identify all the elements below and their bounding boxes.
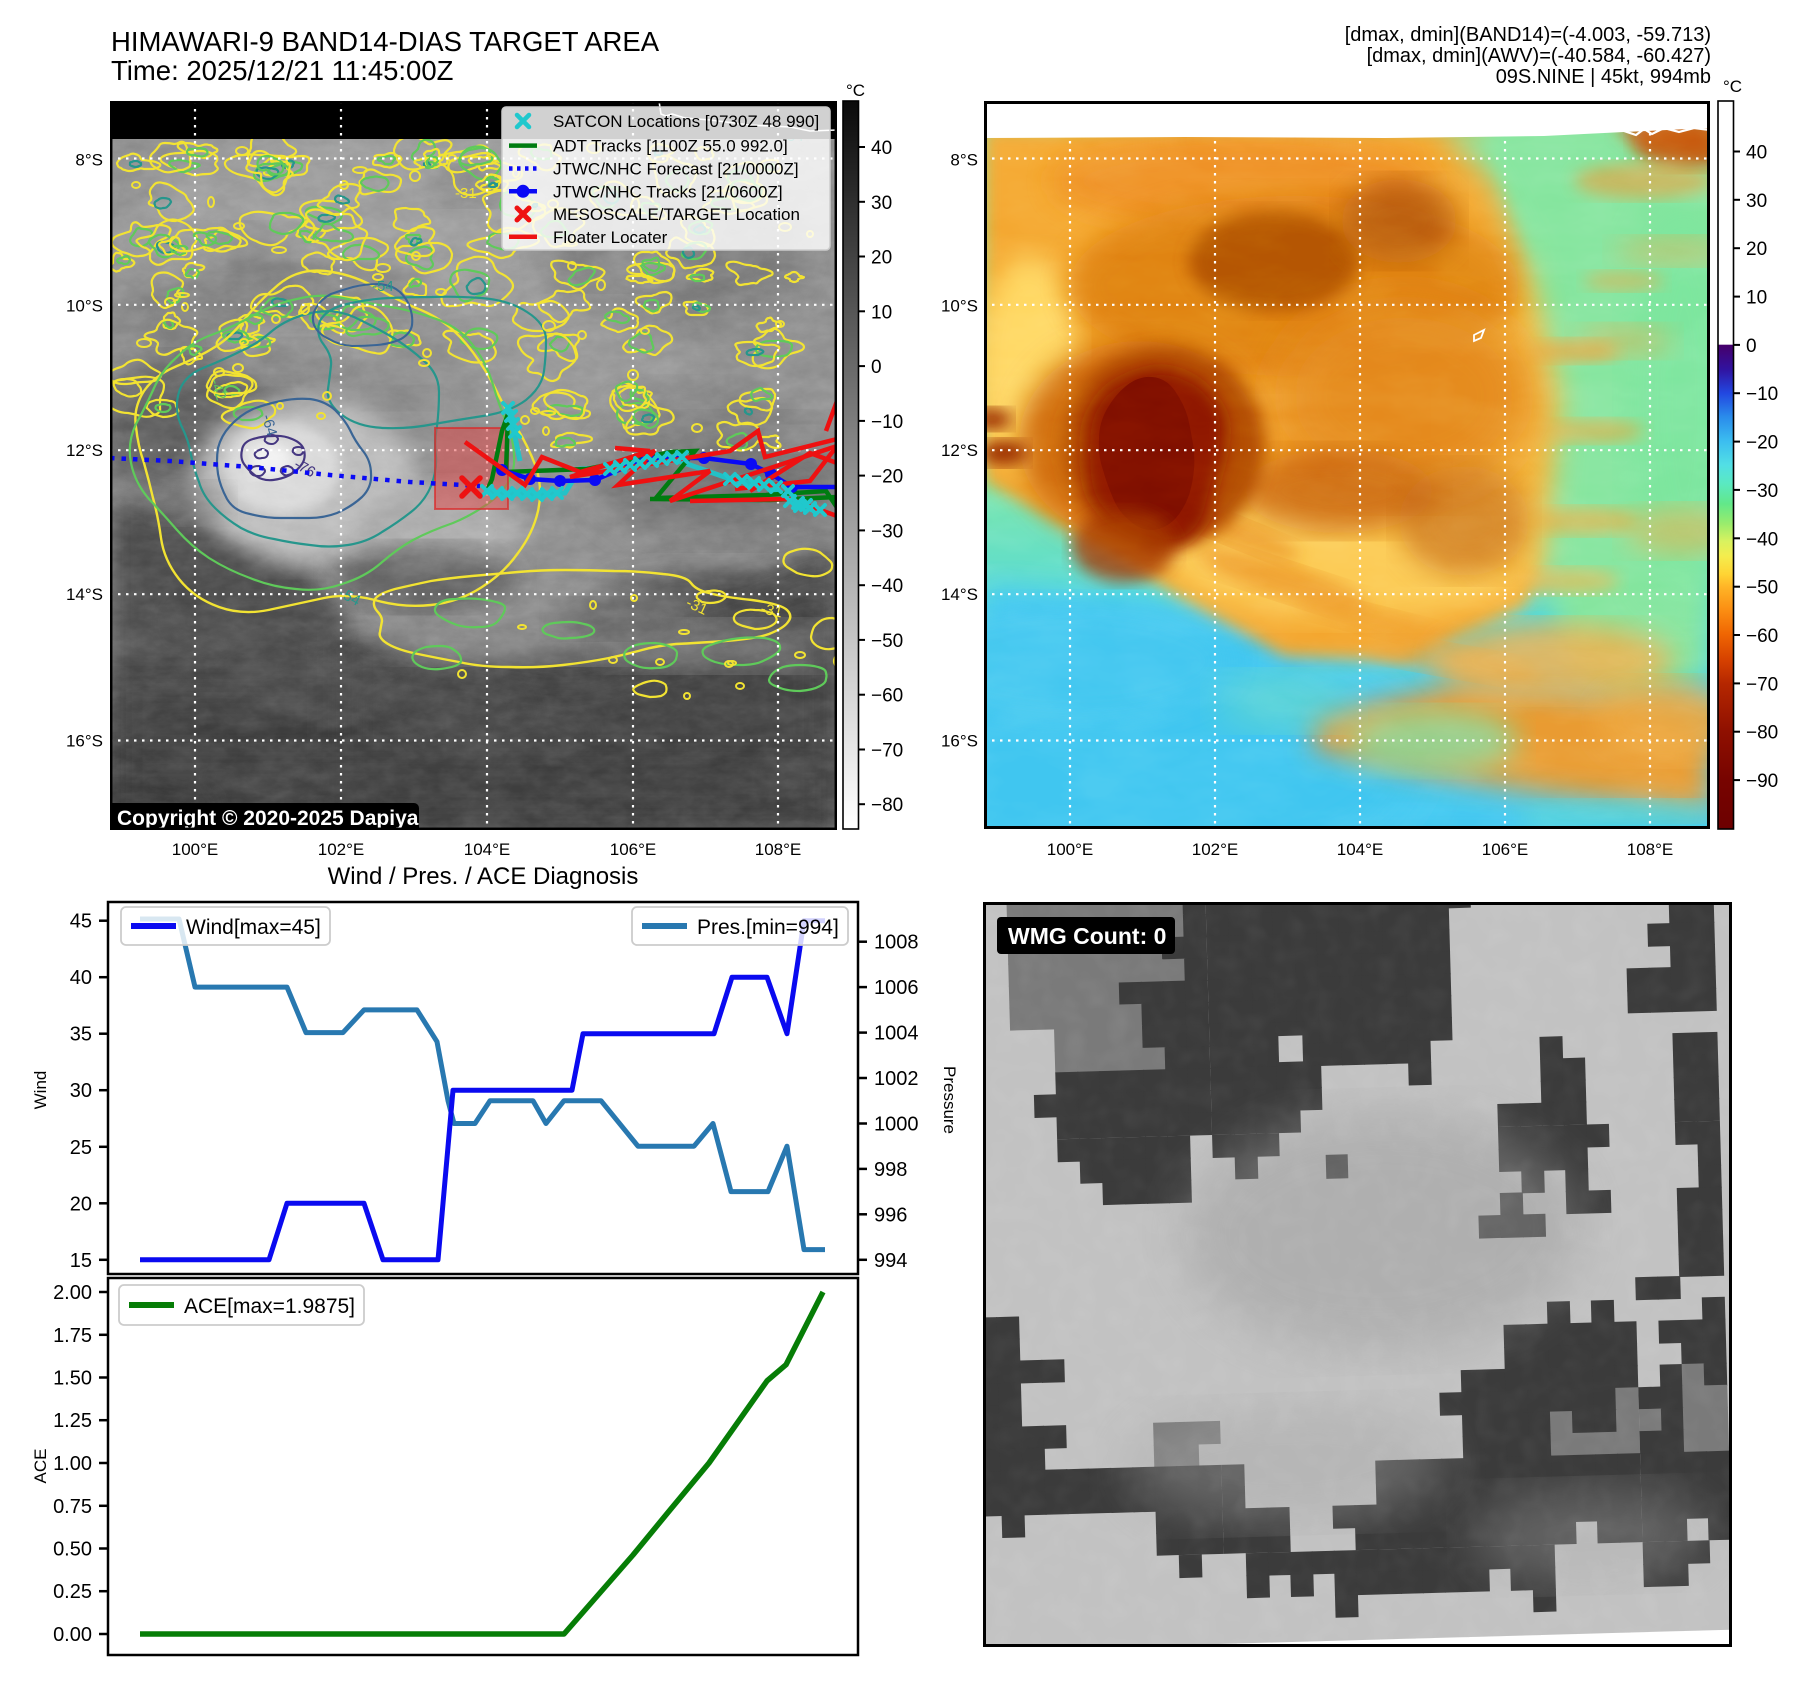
svg-text:1000: 1000: [874, 1114, 919, 1136]
svg-text:JTWC/NHC Forecast [21/0000Z]: JTWC/NHC Forecast [21/0000Z]: [553, 160, 799, 179]
svg-text:108°E: 108°E: [1627, 840, 1674, 859]
svg-text:106°E: 106°E: [1482, 840, 1529, 859]
svg-text:998: 998: [874, 1159, 907, 1181]
svg-text:106°E: 106°E: [610, 840, 657, 859]
svg-text:0.00: 0.00: [53, 1624, 92, 1646]
svg-text:WMG Count: 0: WMG Count: 0: [1008, 923, 1166, 949]
svg-text:−80: −80: [1746, 723, 1778, 744]
svg-text:104°E: 104°E: [464, 840, 511, 859]
svg-text:102°E: 102°E: [1192, 840, 1239, 859]
svg-text:102°E: 102°E: [318, 840, 365, 859]
svg-text:−70: −70: [1746, 674, 1778, 695]
svg-text:−60: −60: [1746, 626, 1778, 647]
svg-text:12°S: 12°S: [941, 441, 978, 460]
svg-text:40: 40: [871, 138, 892, 159]
svg-text:Copyright © 2020-2025 Dapiya: Copyright © 2020-2025 Dapiya: [117, 807, 419, 830]
svg-text:MESOSCALE/TARGET Location: MESOSCALE/TARGET Location: [553, 205, 800, 224]
svg-text:ADT Tracks [1100Z 55.0 992.0]: ADT Tracks [1100Z 55.0 992.0]: [553, 137, 788, 156]
svg-text:100°E: 100°E: [1047, 840, 1094, 859]
svg-text:30: 30: [70, 1080, 92, 1102]
svg-text:108°E: 108°E: [755, 840, 802, 859]
svg-text:°C: °C: [846, 81, 865, 100]
svg-text:−30: −30: [1746, 481, 1778, 502]
svg-text:SATCON Locations [0730Z 48 990: SATCON Locations [0730Z 48 990]: [553, 112, 819, 131]
svg-text:1006: 1006: [874, 977, 919, 999]
svg-text:1008: 1008: [874, 932, 919, 954]
svg-text:10°S: 10°S: [66, 296, 103, 315]
svg-text:ACE[max=1.9875]: ACE[max=1.9875]: [184, 1295, 355, 1318]
svg-text:1.00: 1.00: [53, 1453, 92, 1475]
svg-text:1.50: 1.50: [53, 1368, 92, 1390]
svg-text:16°S: 16°S: [941, 732, 978, 751]
svg-text:104°E: 104°E: [1337, 840, 1384, 859]
svg-text:HIMAWARI-9 BAND14-DIAS TARGET: HIMAWARI-9 BAND14-DIAS TARGET AREA: [111, 26, 660, 57]
svg-text:−20: −20: [1746, 433, 1778, 454]
svg-text:Pressure: Pressure: [940, 1066, 959, 1134]
svg-text:45: 45: [70, 911, 92, 933]
svg-text:25: 25: [70, 1137, 92, 1159]
svg-text:1004: 1004: [874, 1023, 919, 1045]
svg-text:−50: −50: [1746, 578, 1778, 599]
svg-text:20: 20: [1746, 239, 1767, 260]
svg-text:1.75: 1.75: [53, 1325, 92, 1347]
svg-text:14°S: 14°S: [941, 585, 978, 604]
svg-text:0.25: 0.25: [53, 1581, 92, 1603]
svg-text:-42: -42: [206, 377, 229, 403]
svg-text:ACE: ACE: [31, 1449, 50, 1484]
svg-text:Wind[max=45]: Wind[max=45]: [186, 916, 321, 939]
svg-text:[dmax, dmin](BAND14)=(-4.003,: [dmax, dmin](BAND14)=(-4.003, -59.713): [1345, 24, 1711, 46]
svg-text:8°S: 8°S: [950, 151, 978, 170]
svg-text:30: 30: [871, 193, 892, 214]
svg-text:09S.NINE | 45kt, 994mb: 09S.NINE | 45kt, 994mb: [1496, 66, 1711, 88]
svg-text:20: 20: [871, 248, 892, 269]
svg-text:−20: −20: [871, 467, 903, 488]
svg-text:8°S: 8°S: [75, 151, 103, 170]
svg-text:-64: -64: [258, 413, 280, 438]
svg-text:12°S: 12°S: [66, 441, 103, 460]
svg-text:Wind / Pres. / ACE Diagnosis: Wind / Pres. / ACE Diagnosis: [328, 863, 639, 890]
svg-text:Time: 2025/12/21 11:45:00Z: Time: 2025/12/21 11:45:00Z: [111, 55, 453, 86]
svg-text:−70: −70: [871, 741, 903, 762]
svg-text:35: 35: [70, 1024, 92, 1046]
svg-text:2.00: 2.00: [53, 1282, 92, 1304]
svg-text:1002: 1002: [874, 1068, 919, 1090]
svg-text:15: 15: [70, 1250, 92, 1272]
svg-text:996: 996: [874, 1204, 907, 1226]
svg-text:−60: −60: [871, 686, 903, 707]
svg-text:−50: −50: [871, 631, 903, 652]
svg-text:0: 0: [871, 357, 882, 378]
svg-text:[dmax, dmin](AWV)=(-40.584, -6: [dmax, dmin](AWV)=(-40.584, -60.427): [1367, 45, 1711, 67]
svg-text:−40: −40: [1746, 529, 1778, 550]
svg-text:14°S: 14°S: [66, 585, 103, 604]
svg-text:-54: -54: [372, 278, 394, 295]
svg-text:10°S: 10°S: [941, 296, 978, 315]
svg-text:20: 20: [70, 1193, 92, 1215]
svg-text:°C: °C: [1723, 77, 1742, 96]
svg-text:994: 994: [874, 1250, 907, 1272]
svg-text:Floater Locater: Floater Locater: [553, 228, 668, 247]
svg-text:JTWC/NHC Tracks [21/0600Z]: JTWC/NHC Tracks [21/0600Z]: [553, 182, 783, 201]
svg-text:−10: −10: [871, 412, 903, 433]
svg-text:0: 0: [1746, 336, 1757, 357]
svg-text:100°E: 100°E: [172, 840, 219, 859]
svg-text:−90: −90: [1746, 771, 1778, 792]
svg-text:10: 10: [1746, 288, 1767, 309]
svg-text:40: 40: [1746, 143, 1767, 164]
svg-text:−30: −30: [871, 521, 903, 542]
svg-text:0.75: 0.75: [53, 1496, 92, 1518]
svg-text:40: 40: [70, 967, 92, 989]
svg-text:−80: −80: [871, 795, 903, 816]
svg-text:0.50: 0.50: [53, 1539, 92, 1561]
svg-text:1.25: 1.25: [53, 1410, 92, 1432]
svg-text:Wind: Wind: [31, 1071, 50, 1110]
svg-text:16°S: 16°S: [66, 732, 103, 751]
svg-text:-31: -31: [455, 185, 477, 202]
svg-text:−40: −40: [871, 576, 903, 597]
svg-text:Pres.[min=994]: Pres.[min=994]: [697, 916, 839, 939]
svg-text:10: 10: [871, 302, 892, 323]
svg-text:30: 30: [1746, 191, 1767, 212]
svg-text:−10: −10: [1746, 384, 1778, 405]
